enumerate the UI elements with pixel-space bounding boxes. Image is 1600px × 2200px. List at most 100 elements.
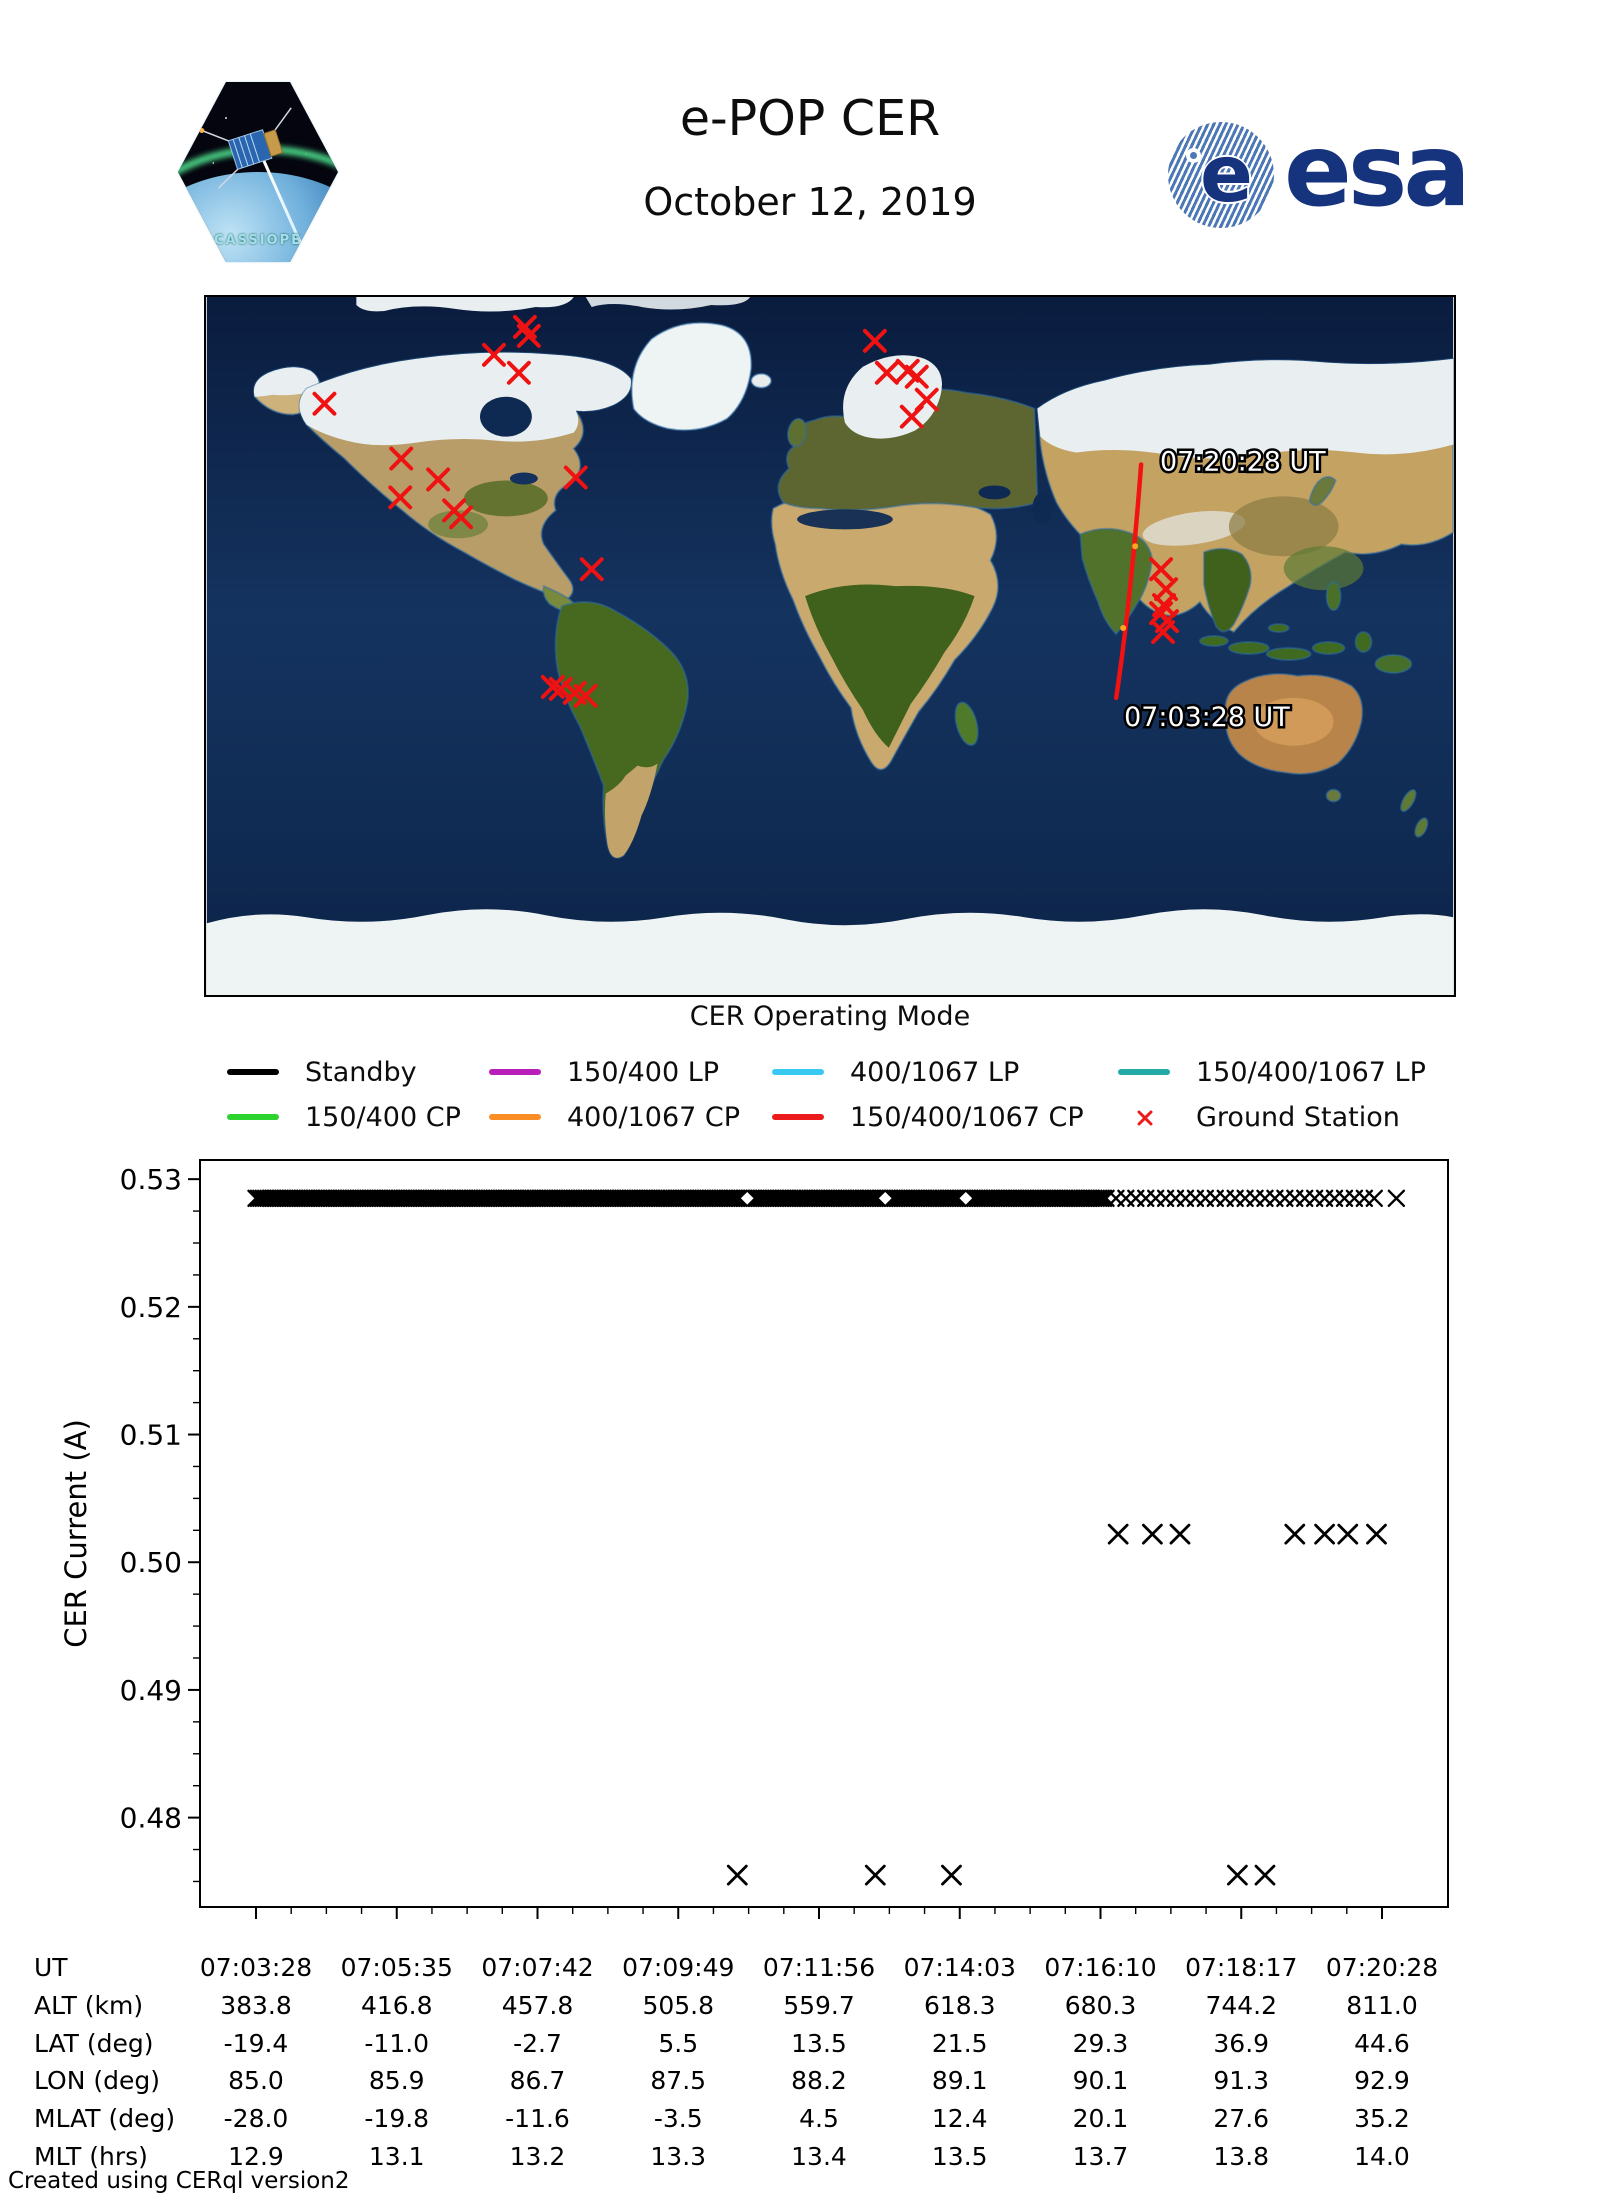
- table-row-label: UT: [34, 1953, 68, 1982]
- table-cell: -11.6: [505, 2104, 570, 2133]
- table-row-label: LAT (deg): [34, 2029, 154, 2058]
- ground-station-marker: [563, 465, 588, 490]
- map-overlays: 07:20:28 UT 07:03:28 UT: [312, 314, 1329, 735]
- ground-station-marker: [1151, 620, 1176, 645]
- legend-entry-label: 150/400/1067 LP: [1196, 1057, 1426, 1088]
- y-tick-label: 0.49: [120, 1674, 182, 1707]
- table-cell: 457.8: [501, 1991, 574, 2020]
- table-cell: 744.2: [1205, 1991, 1278, 2020]
- table-cell: 90.1: [1072, 2066, 1129, 2095]
- data-point: [1141, 1523, 1163, 1545]
- table-cell: 505.8: [642, 1991, 715, 2020]
- table-cell: 13.5: [931, 2142, 988, 2171]
- ground-station-marker: [1149, 557, 1174, 582]
- table-cell: 07:18:17: [1185, 1953, 1298, 1982]
- footer-credit: Created using CERql version2: [8, 2168, 350, 2194]
- table-cell: -3.5: [653, 2104, 703, 2133]
- table-cell: 07:20:28: [1325, 1953, 1439, 1982]
- ground-station-marker: [516, 323, 541, 348]
- table-row-label: MLT (hrs): [34, 2142, 148, 2171]
- table-cell: 13.3: [650, 2142, 707, 2171]
- legend-line-swatch: [227, 1114, 279, 1120]
- table-cell: 86.7: [509, 2066, 566, 2095]
- low-dip-markers: [726, 1864, 1276, 1886]
- legend-entry-label: Ground Station: [1196, 1102, 1400, 1133]
- table-cell: 14.0: [1354, 2142, 1410, 2171]
- ground-station-marker: [388, 485, 413, 510]
- data-point: [1092, 1189, 1110, 1208]
- table-cell: -2.7: [513, 2029, 562, 2058]
- data-point: [1226, 1864, 1248, 1886]
- data-point: [1094, 1189, 1113, 1208]
- legend-entry-label: 150/400 LP: [567, 1057, 720, 1088]
- ground-station-marker: [862, 328, 887, 353]
- legend-line-swatch: [489, 1114, 541, 1120]
- table-cell: 07:14:03: [903, 1953, 1016, 1982]
- ground-station-marker: [426, 467, 451, 492]
- table-cell: 27.6: [1213, 2104, 1270, 2133]
- world-map: 07:20:28 UT 07:03:28 UT: [204, 295, 1456, 997]
- data-point: [1090, 1189, 1108, 1208]
- table-cell: -11.0: [364, 2029, 430, 2058]
- ground-station-marker: [899, 404, 924, 429]
- x-glyph: [1137, 1110, 1153, 1126]
- table-cell: 91.3: [1213, 2066, 1270, 2095]
- y-tick-label: 0.50: [120, 1546, 182, 1579]
- table-cell: -19.4: [223, 2029, 289, 2058]
- page-date: October 12, 2019: [643, 180, 977, 224]
- table-cell: 416.8: [360, 1991, 433, 2020]
- legend-entry-label: 150/400 CP: [305, 1102, 461, 1133]
- satellite-track: [1113, 462, 1144, 701]
- table-cell: 85.9: [368, 2066, 425, 2095]
- ground-station-marker: [449, 505, 474, 530]
- table-cell: 07:07:42: [481, 1953, 594, 1982]
- table-cell: 89.1: [931, 2066, 988, 2095]
- satellite-icon: [199, 107, 292, 189]
- esa-globe-dot: [1186, 148, 1201, 163]
- table-cell: 559.7: [783, 1991, 855, 2020]
- track-time-tick: [1120, 625, 1127, 632]
- table-cell: 07:03:28: [199, 1953, 313, 1982]
- table-cell: 5.5: [658, 2029, 699, 2058]
- table-cell: -19.8: [364, 2104, 430, 2133]
- table-cell: 680.3: [1064, 1991, 1137, 2020]
- standby-band-markers: [247, 1189, 1406, 1208]
- y-axis-label: CER Current (A): [59, 1419, 93, 1648]
- esa-globe-icon: e: [1168, 122, 1274, 228]
- data-point: [1387, 1189, 1406, 1208]
- table-cell: 13.8: [1213, 2142, 1270, 2171]
- table-cell: 4.5: [799, 2104, 839, 2133]
- table-cell: 88.2: [791, 2066, 847, 2095]
- ground-station-marker: [904, 364, 929, 389]
- table-cell: 87.5: [650, 2066, 707, 2095]
- data-point: [941, 1864, 962, 1886]
- ground-station-marker: [506, 360, 531, 385]
- cassiope-mission-patch: CASSIOPE: [178, 82, 338, 262]
- legend-entry-label: 150/400/1067 CP: [850, 1102, 1084, 1133]
- track-end-time-label: 07:20:28 UT: [1160, 447, 1326, 478]
- table-cell: 12.9: [228, 2142, 284, 2171]
- esa-globe-letter: e: [1200, 130, 1253, 220]
- table-cell: 07:11:56: [762, 1953, 876, 1982]
- data-point: [1337, 1523, 1359, 1545]
- table-cell: 12.4: [931, 2104, 988, 2133]
- y-tick-label: 0.53: [120, 1163, 182, 1196]
- y-tick-label: 0.51: [120, 1419, 182, 1452]
- y-tick-label: 0.48: [120, 1802, 182, 1835]
- cassiope-label: CASSIOPE: [213, 233, 303, 248]
- table-row-label: LON (deg): [34, 2066, 160, 2095]
- plot-area: [199, 1159, 1449, 1908]
- table-cell: 13.7: [1072, 2142, 1129, 2171]
- data-point: [1365, 1189, 1383, 1208]
- legend-entry-label: Standby: [305, 1057, 417, 1088]
- data-point: [1107, 1523, 1129, 1545]
- legend-title: CER Operating Mode: [689, 1001, 971, 1032]
- data-point: [1314, 1523, 1335, 1545]
- table-cell: 85.0: [228, 2066, 284, 2095]
- track-start-time-label: 07:03:28 UT: [1124, 702, 1290, 733]
- table-cell: 07:09:49: [622, 1953, 735, 1982]
- table-cell: 07:16:10: [1044, 1953, 1157, 1982]
- cer-current-chart: 0.48 0.49 0.50 0.51 0.52 0.53 CER Current (A): [59, 1159, 1449, 1919]
- data-point: [1169, 1523, 1191, 1545]
- ground-station-marker: [389, 446, 414, 471]
